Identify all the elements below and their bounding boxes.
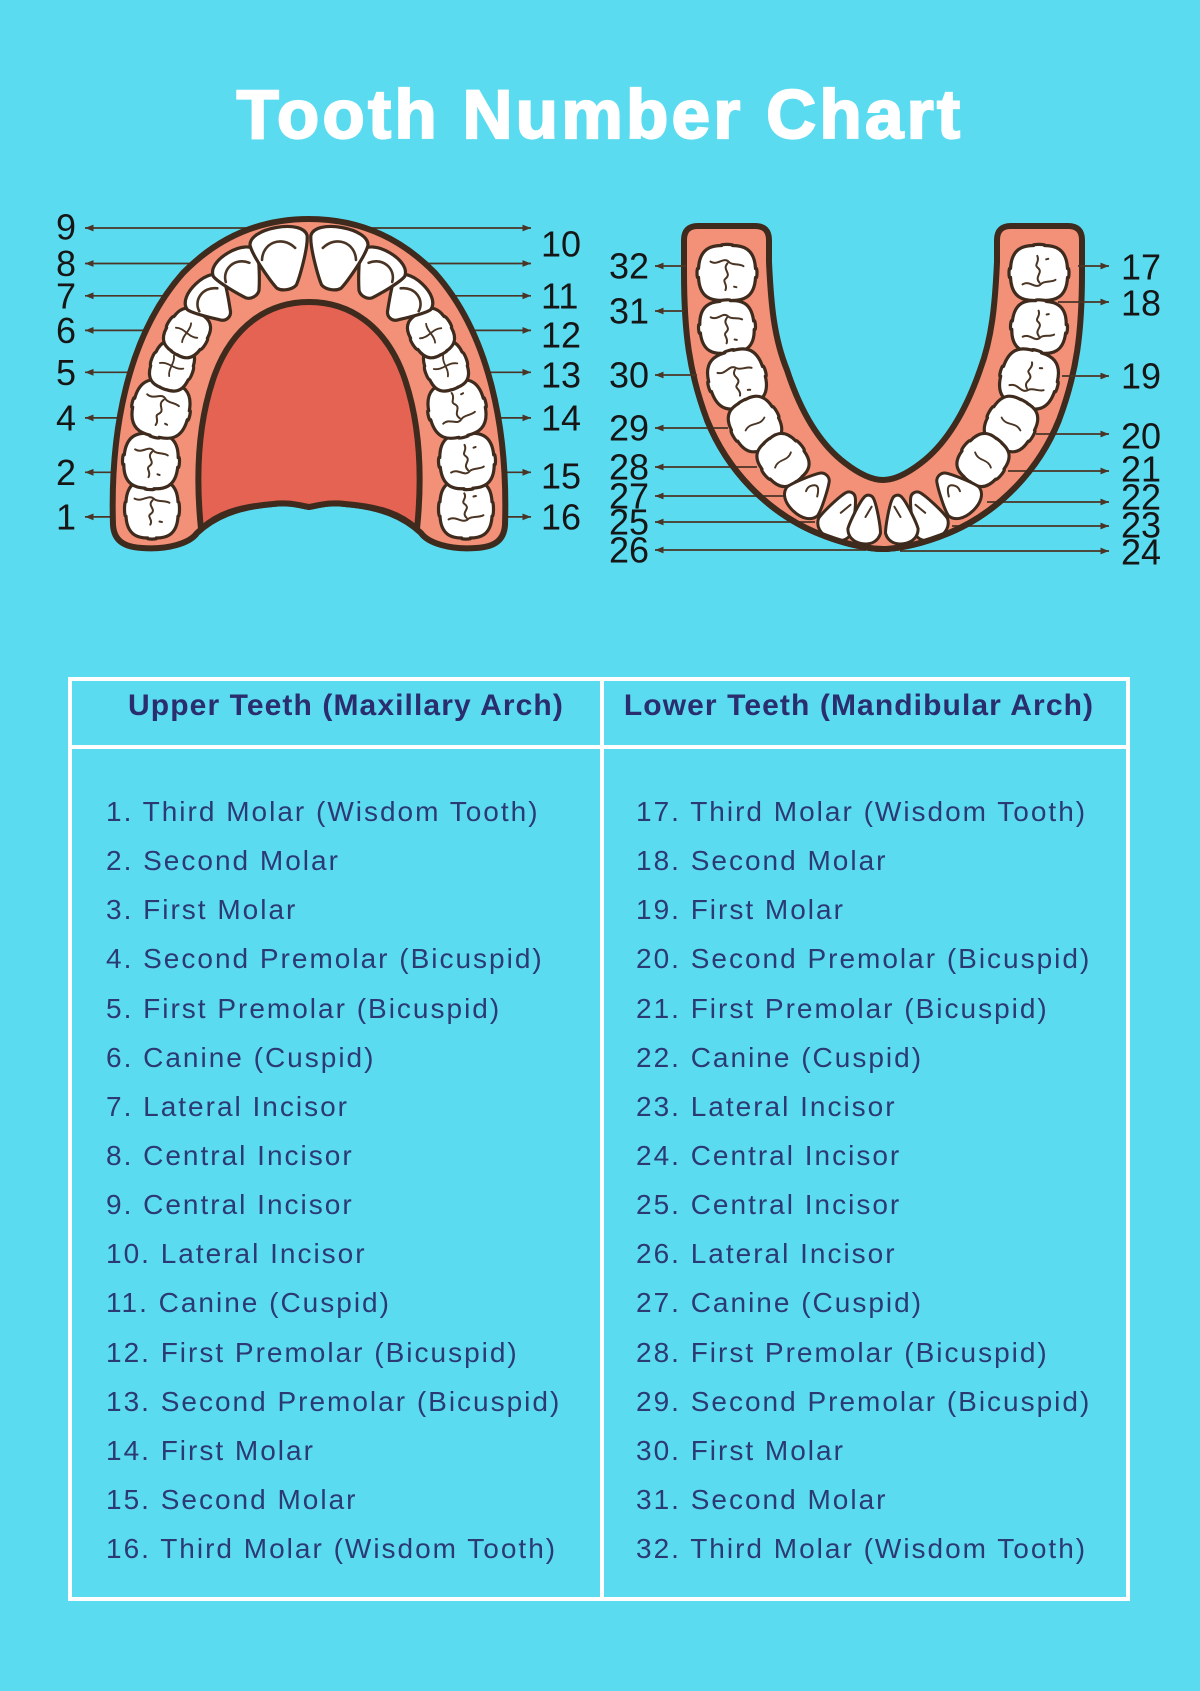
svg-text:2: 2 [56, 452, 76, 493]
svg-text:32: 32 [609, 246, 649, 287]
svg-text:10: 10 [541, 224, 581, 265]
svg-text:22: 22 [1121, 477, 1161, 518]
svg-text:29: 29 [609, 408, 649, 449]
svg-text:24: 24 [1121, 532, 1161, 573]
svg-text:8: 8 [56, 243, 76, 284]
svg-text:30: 30 [609, 355, 649, 396]
svg-text:27: 27 [609, 476, 649, 517]
svg-text:18: 18 [1121, 283, 1161, 324]
svg-text:4: 4 [56, 397, 76, 438]
svg-text:23: 23 [1121, 505, 1161, 546]
svg-text:25: 25 [609, 502, 649, 543]
svg-text:12: 12 [541, 315, 581, 356]
svg-text:15: 15 [541, 456, 581, 497]
svg-text:7: 7 [56, 275, 76, 316]
svg-text:26: 26 [609, 530, 649, 571]
svg-text:1: 1 [56, 496, 76, 537]
svg-text:14: 14 [541, 398, 581, 439]
svg-text:16: 16 [541, 497, 581, 538]
svg-text:20: 20 [1121, 416, 1161, 457]
svg-text:13: 13 [541, 355, 581, 396]
svg-text:19: 19 [1121, 356, 1161, 397]
svg-text:31: 31 [609, 291, 649, 332]
svg-text:5: 5 [56, 352, 76, 393]
svg-text:17: 17 [1121, 247, 1161, 288]
svg-text:21: 21 [1121, 449, 1161, 490]
svg-text:6: 6 [56, 310, 76, 351]
svg-text:28: 28 [609, 447, 649, 488]
svg-text:9: 9 [56, 207, 76, 248]
svg-text:11: 11 [541, 276, 578, 317]
